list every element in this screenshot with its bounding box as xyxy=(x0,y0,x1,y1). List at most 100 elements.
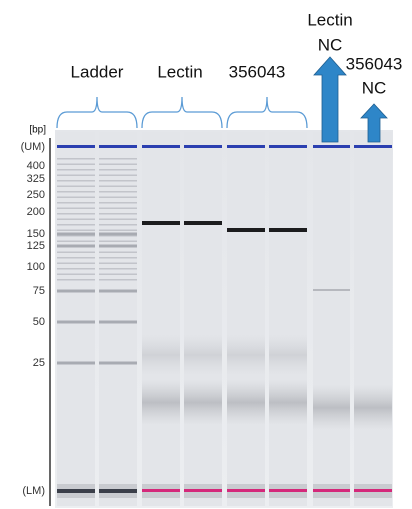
band xyxy=(99,257,137,259)
marker-label: (LM) xyxy=(22,485,45,497)
band xyxy=(57,202,95,204)
band xyxy=(57,362,95,365)
marker-label: 325 xyxy=(27,173,45,185)
lane xyxy=(57,132,95,506)
band xyxy=(184,221,222,225)
nc-label: NC xyxy=(362,78,387,97)
marker-label: 25 xyxy=(33,357,45,369)
smear xyxy=(313,385,350,430)
band xyxy=(57,164,95,166)
bracket xyxy=(142,97,222,128)
band xyxy=(99,169,137,171)
brackets xyxy=(57,97,307,128)
smear xyxy=(184,380,222,425)
band xyxy=(99,191,137,193)
bracket xyxy=(57,97,137,128)
lane xyxy=(99,132,137,506)
band xyxy=(99,175,137,177)
nc-label: NC xyxy=(318,35,343,54)
band xyxy=(99,268,137,270)
band xyxy=(142,145,180,148)
band xyxy=(99,489,137,493)
band xyxy=(57,145,95,148)
smear xyxy=(269,380,307,425)
band xyxy=(99,197,137,199)
band xyxy=(57,279,95,281)
band xyxy=(99,186,137,188)
band xyxy=(269,145,307,148)
marker-label: 75 xyxy=(33,285,45,297)
lane xyxy=(354,132,392,506)
band xyxy=(57,263,95,265)
band xyxy=(57,169,95,171)
band xyxy=(269,228,307,232)
band xyxy=(99,245,137,248)
band xyxy=(142,221,180,225)
lane xyxy=(184,132,222,506)
band xyxy=(57,208,95,210)
band xyxy=(269,489,307,492)
nc-label: 356043 xyxy=(346,54,403,73)
band xyxy=(57,274,95,276)
lane xyxy=(227,132,265,506)
band xyxy=(57,224,95,226)
band xyxy=(99,362,137,365)
band xyxy=(99,230,137,232)
band xyxy=(57,233,95,236)
band xyxy=(57,197,95,199)
smear xyxy=(354,385,392,430)
band xyxy=(99,321,137,324)
band xyxy=(142,489,180,492)
axis-unit: [bp] xyxy=(29,125,46,136)
marker-label: 150 xyxy=(27,228,45,240)
band xyxy=(99,219,137,221)
band xyxy=(99,213,137,215)
lane xyxy=(269,132,307,506)
band xyxy=(57,230,95,232)
lane-label: Ladder xyxy=(71,62,124,81)
lane xyxy=(313,132,350,506)
band xyxy=(99,233,137,236)
smear xyxy=(142,335,180,375)
band xyxy=(99,290,137,293)
band xyxy=(184,489,222,492)
band xyxy=(57,252,95,254)
band xyxy=(354,145,392,148)
band xyxy=(99,279,137,281)
band xyxy=(57,219,95,221)
band xyxy=(99,241,137,243)
band xyxy=(227,228,265,232)
band xyxy=(57,158,95,160)
band xyxy=(99,208,137,210)
marker-label: 125 xyxy=(27,240,45,252)
lane-label: Lectin xyxy=(157,62,202,81)
band xyxy=(99,158,137,160)
marker-label: 100 xyxy=(27,261,45,273)
band xyxy=(99,274,137,276)
smear xyxy=(142,380,180,425)
band xyxy=(227,489,265,492)
band xyxy=(99,202,137,204)
band xyxy=(57,213,95,215)
marker-label: 200 xyxy=(27,206,45,218)
band xyxy=(57,245,95,248)
band xyxy=(313,289,350,291)
marker-label: 50 xyxy=(33,316,45,328)
band xyxy=(57,268,95,270)
bracket xyxy=(227,97,307,128)
marker-label: 400 xyxy=(27,160,45,172)
band xyxy=(57,489,95,493)
lane-label: 356043 xyxy=(229,62,286,81)
arrow xyxy=(314,57,346,142)
band xyxy=(57,257,95,259)
band xyxy=(99,263,137,265)
marker-label: 250 xyxy=(27,189,45,201)
band xyxy=(99,164,137,166)
band xyxy=(227,145,265,148)
band xyxy=(313,489,350,492)
band xyxy=(184,145,222,148)
smear xyxy=(227,335,265,375)
nc-label: Lectin xyxy=(307,10,352,29)
smear xyxy=(184,335,222,375)
band xyxy=(57,321,95,324)
